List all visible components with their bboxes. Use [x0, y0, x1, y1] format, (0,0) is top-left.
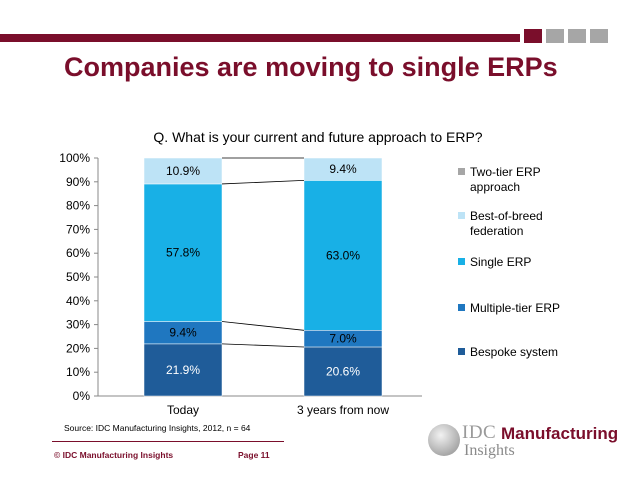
legend-label: Single ERP: [470, 255, 531, 269]
bar-segment: [143, 183, 223, 322]
legend-swatch: [458, 212, 465, 219]
logo-idc-text: IDC: [462, 422, 497, 443]
header-square-gray-3: [590, 29, 608, 43]
legend-label: federation: [470, 224, 523, 238]
data-label: 7.0%: [329, 332, 357, 346]
legend-label: approach: [470, 180, 520, 194]
header-square-gray-1: [546, 29, 564, 43]
series-connector: [221, 321, 305, 331]
bar-segment: [143, 343, 223, 397]
page-number: Page 11: [238, 450, 270, 460]
y-tick-label: 0%: [73, 389, 91, 403]
header-square-red: [524, 29, 542, 43]
idc-logo: IDC Manufacturing Insights: [428, 422, 618, 462]
series-connector: [221, 179, 305, 185]
data-label: 9.4%: [169, 326, 197, 340]
data-label: 20.6%: [326, 364, 360, 378]
logo-insights-text: Insights: [464, 442, 515, 459]
bar-segment: [303, 157, 383, 181]
y-tick-label: 10%: [66, 365, 90, 379]
y-tick-label: 60%: [66, 246, 90, 260]
data-label: 21.9%: [166, 363, 200, 377]
y-tick-label: 50%: [66, 270, 90, 284]
y-tick-label: 30%: [66, 318, 90, 332]
y-tick-label: 80%: [66, 199, 90, 213]
y-tick-label: 20%: [66, 341, 90, 355]
stacked-bar-chart: Q. What is your current and future appro…: [59, 129, 560, 417]
logo-manufacturing-text: Manufacturing: [501, 424, 619, 443]
data-label: 10.9%: [166, 164, 200, 178]
legend-label: Best-of-breed: [470, 209, 543, 223]
y-tick-label: 70%: [66, 222, 90, 236]
bar-segment: [143, 157, 223, 185]
chart-title: Q. What is your current and future appro…: [153, 129, 482, 145]
bar-segment: [303, 346, 383, 397]
legend-swatch: [458, 258, 465, 265]
legend-swatch: [458, 348, 465, 355]
header-square-gray-2: [568, 29, 586, 43]
x-tick-label: 3 years from now: [297, 403, 389, 417]
data-label: 63.0%: [326, 248, 360, 262]
footer-divider: [52, 441, 284, 442]
copyright-text: © IDC Manufacturing Insights: [54, 450, 174, 460]
legend-label: Two-tier ERP: [470, 165, 541, 179]
legend-swatch: [458, 304, 465, 311]
header-bar: [0, 34, 520, 42]
data-label: 57.8%: [166, 246, 200, 260]
data-label: 9.4%: [329, 162, 357, 176]
x-tick-label: Today: [167, 403, 199, 417]
bar-segment: [303, 180, 383, 331]
legend-swatch: [458, 168, 465, 175]
y-tick-label: 100%: [59, 151, 90, 165]
y-tick-label: 90%: [66, 175, 90, 189]
legend-label: Multiple-tier ERP: [470, 301, 560, 315]
globe-icon: [428, 424, 460, 456]
y-tick-label: 40%: [66, 294, 90, 308]
series-connector: [221, 343, 305, 348]
source-note: Source: IDC Manufacturing Insights, 2012…: [64, 423, 251, 433]
legend-label: Bespoke system: [470, 345, 558, 359]
page-title: Companies are moving to single ERPs: [64, 52, 558, 82]
